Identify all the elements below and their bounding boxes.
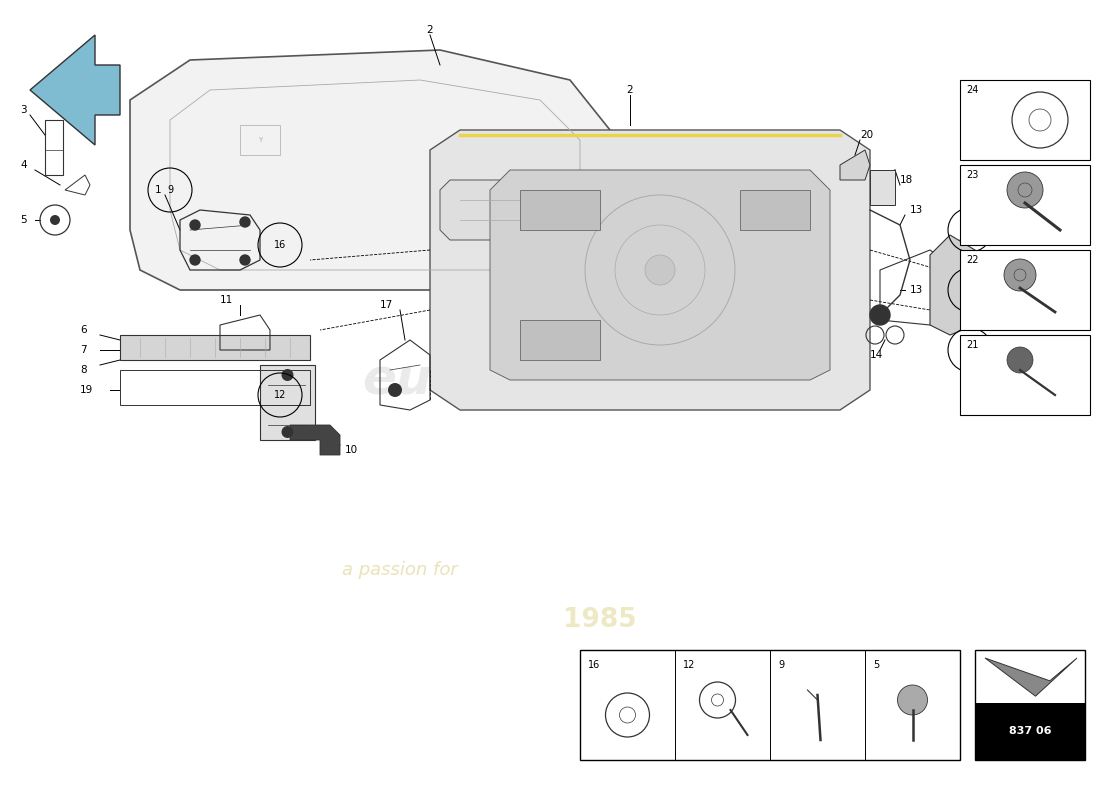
Bar <box>960 165 1090 245</box>
Bar <box>960 80 1090 160</box>
Text: 21: 21 <box>964 225 976 235</box>
Circle shape <box>540 340 560 360</box>
Text: 837 06: 837 06 <box>1009 726 1052 736</box>
Bar <box>260 365 315 440</box>
Text: 16: 16 <box>588 660 601 670</box>
Bar <box>580 650 960 760</box>
Polygon shape <box>430 130 870 410</box>
Circle shape <box>610 280 630 300</box>
Text: 18: 18 <box>900 175 913 185</box>
Text: 6: 6 <box>80 325 87 335</box>
Text: 16: 16 <box>274 240 286 250</box>
Text: 14: 14 <box>870 350 883 360</box>
Circle shape <box>240 217 250 227</box>
Circle shape <box>388 383 401 397</box>
Circle shape <box>1004 259 1036 291</box>
Text: 13: 13 <box>910 205 923 215</box>
Circle shape <box>610 340 630 360</box>
Circle shape <box>1006 347 1033 373</box>
Circle shape <box>750 340 770 360</box>
Text: 12: 12 <box>274 390 286 400</box>
Text: 10: 10 <box>345 445 359 455</box>
Text: 23: 23 <box>964 345 976 355</box>
Bar <box>740 190 810 230</box>
Polygon shape <box>30 35 120 145</box>
Text: 23: 23 <box>966 170 978 180</box>
Text: 1985: 1985 <box>563 607 637 633</box>
Bar <box>975 702 1085 760</box>
Text: 3: 3 <box>20 105 26 115</box>
Bar <box>240 125 280 155</box>
Circle shape <box>680 340 700 360</box>
Text: 12: 12 <box>683 660 695 670</box>
Text: 4: 4 <box>20 160 26 170</box>
Bar <box>960 335 1090 415</box>
Text: 22: 22 <box>966 255 979 265</box>
Text: 20: 20 <box>860 130 873 140</box>
Text: 24: 24 <box>964 285 976 295</box>
Text: 13: 13 <box>910 285 923 295</box>
Polygon shape <box>440 180 550 240</box>
Circle shape <box>750 220 770 240</box>
Circle shape <box>282 426 294 438</box>
Circle shape <box>190 220 200 230</box>
Circle shape <box>750 280 770 300</box>
Text: 1: 1 <box>155 185 162 195</box>
Bar <box>870 170 895 205</box>
Circle shape <box>190 255 200 265</box>
Text: 7: 7 <box>80 345 87 355</box>
Circle shape <box>540 220 560 240</box>
Text: 15: 15 <box>965 230 978 240</box>
Text: 19: 19 <box>80 385 94 395</box>
Text: 24: 24 <box>966 85 978 95</box>
Circle shape <box>240 255 250 265</box>
Circle shape <box>898 685 927 715</box>
Text: 5: 5 <box>873 660 879 670</box>
Text: 9: 9 <box>778 660 784 670</box>
Circle shape <box>870 305 890 325</box>
Bar <box>960 250 1090 330</box>
Text: Y: Y <box>257 137 262 143</box>
Circle shape <box>680 280 700 300</box>
Bar <box>520 320 600 360</box>
Text: 11: 11 <box>220 295 233 305</box>
Text: 2: 2 <box>627 85 634 95</box>
Polygon shape <box>840 150 870 180</box>
Bar <box>520 190 600 230</box>
Text: eurospares: eurospares <box>362 356 678 404</box>
Polygon shape <box>490 170 830 380</box>
Text: a passion for: a passion for <box>342 561 458 579</box>
Circle shape <box>282 369 294 381</box>
Text: 9: 9 <box>167 185 173 195</box>
Text: 21: 21 <box>966 340 978 350</box>
Text: 8: 8 <box>80 365 87 375</box>
Text: 5: 5 <box>20 215 26 225</box>
Circle shape <box>540 280 560 300</box>
Polygon shape <box>984 658 1077 696</box>
Bar <box>120 335 310 360</box>
Polygon shape <box>290 425 340 455</box>
Polygon shape <box>930 235 984 335</box>
Circle shape <box>50 215 60 225</box>
Text: 17: 17 <box>379 300 394 310</box>
Circle shape <box>645 255 675 285</box>
Circle shape <box>610 220 630 240</box>
Circle shape <box>1006 172 1043 208</box>
Circle shape <box>680 220 700 240</box>
Text: 2: 2 <box>427 25 433 35</box>
Bar <box>975 650 1085 760</box>
Polygon shape <box>130 50 610 290</box>
Bar <box>45 120 63 175</box>
Bar <box>120 370 310 405</box>
